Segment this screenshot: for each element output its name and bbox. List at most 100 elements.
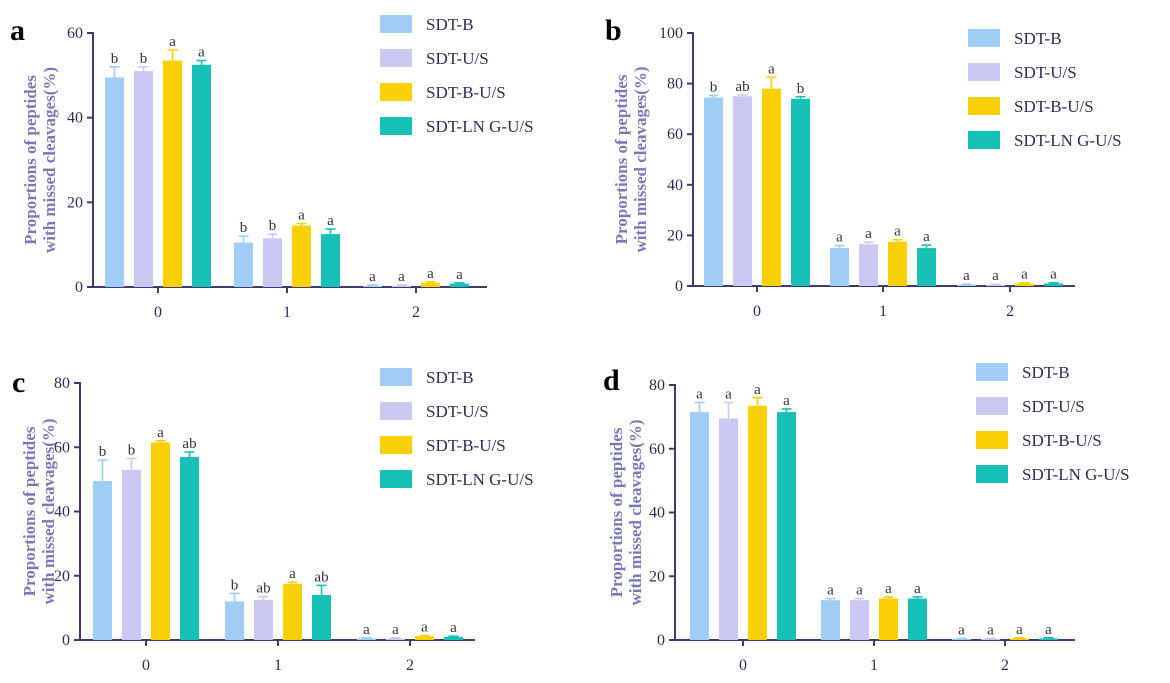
significance-letter: a	[1045, 622, 1052, 638]
significance-letter: b	[140, 51, 148, 67]
x-tick-label: 2	[1001, 657, 1009, 674]
y-tick-label: 40	[649, 505, 665, 522]
legend-label: SDT-B-U/S	[1014, 97, 1094, 116]
y-tick-label: 100	[659, 25, 683, 42]
y-tick-label: 0	[657, 632, 665, 649]
legend-swatch	[976, 465, 1008, 483]
x-tick-label: 1	[870, 657, 878, 674]
bar	[777, 412, 796, 640]
bar	[421, 282, 440, 287]
bar	[292, 225, 311, 287]
bar	[283, 583, 302, 640]
x-tick-label: 0	[142, 657, 150, 674]
legend-label: SDT-B	[1014, 29, 1062, 48]
significance-letter: b	[269, 218, 277, 234]
y-tick-label: 60	[649, 441, 665, 458]
legend: SDT-B SDT-U/S SDT-B-U/S SDT-LN G-U/S	[380, 15, 534, 136]
significance-letter: ab	[182, 436, 196, 452]
x-tick-label: 1	[283, 304, 291, 321]
significance-letter: a	[327, 213, 334, 229]
y-axis-label: Proportions of peptideswith missed cleav…	[20, 418, 58, 604]
y-axis-label-line-1: Proportions of peptides	[20, 426, 39, 596]
x-tick-label: 2	[412, 304, 420, 321]
bar	[952, 639, 971, 640]
significance-letter: a	[987, 622, 994, 638]
significance-letter: ab	[256, 581, 270, 597]
legend-label: SDT-U/S	[426, 402, 489, 421]
y-tick-label: 60	[54, 439, 70, 456]
legend-swatch	[380, 15, 412, 33]
legend: SDT-B SDT-U/S SDT-B-U/S SDT-LN G-U/S	[968, 29, 1122, 150]
y-axis-label-line-1: Proportions of peptides	[21, 75, 40, 245]
y-tick-label: 80	[667, 76, 683, 93]
significance-letter: b	[240, 220, 248, 236]
significance-letter: a	[369, 269, 376, 285]
y-tick-label: 0	[75, 279, 83, 296]
legend-swatch	[380, 117, 412, 135]
significance-letter: a	[923, 229, 930, 245]
legend: SDT-B SDT-U/S SDT-B-U/S SDT-LN G-U/S	[976, 363, 1130, 484]
bar	[263, 238, 282, 287]
legend-swatch	[968, 63, 1000, 81]
x-tick-label: 1	[274, 657, 282, 674]
legend-label: SDT-B	[426, 15, 474, 34]
bar	[392, 285, 411, 287]
significance-letter: a	[768, 61, 775, 77]
y-tick-label: 0	[62, 632, 70, 649]
panel-c: c Proportions of peptideswith missed clea…	[12, 366, 534, 674]
bar	[957, 284, 976, 286]
y-axis-label-line-2: with missed cleavages(%)	[40, 67, 59, 253]
bar	[986, 284, 1005, 286]
y-axis-label-line-2: with missed cleavages(%)	[39, 418, 58, 604]
significance-letter: b	[710, 79, 718, 95]
y-tick-label: 20	[667, 227, 683, 244]
legend-label: SDT-LN G-U/S	[1022, 465, 1130, 484]
bar	[415, 636, 434, 640]
y-tick-label: 40	[54, 504, 70, 521]
y-axis-label-line-2: with missed cleavages(%)	[626, 419, 645, 605]
bar	[312, 595, 331, 640]
significance-letter: a	[696, 387, 703, 403]
bar	[357, 638, 376, 640]
significance-letter: a	[754, 382, 761, 398]
bar	[134, 71, 153, 287]
y-tick-label: 60	[67, 25, 83, 42]
y-tick-label: 40	[667, 177, 683, 194]
panel-letter: c	[12, 366, 25, 399]
panel-letter: d	[603, 364, 620, 397]
legend-label: SDT-B	[426, 368, 474, 387]
bar	[821, 600, 840, 640]
bar	[791, 98, 810, 286]
bar	[1039, 638, 1058, 640]
legend-label: SDT-B-U/S	[426, 436, 506, 455]
significance-letter: a	[992, 268, 999, 284]
legend-swatch	[380, 436, 412, 454]
significance-letter: a	[1050, 267, 1057, 283]
bar	[690, 412, 709, 640]
bar	[234, 242, 253, 287]
bar	[450, 283, 469, 287]
y-tick-label: 80	[54, 375, 70, 392]
y-tick-label: 80	[649, 377, 665, 394]
x-tick-label: 0	[753, 303, 761, 320]
panel-letter: a	[10, 14, 25, 47]
significance-letter: a	[1021, 267, 1028, 283]
significance-letter: a	[836, 230, 843, 246]
panel-a: a Proportions of peptideswith missed clea…	[10, 14, 534, 321]
panel-letter: b	[605, 14, 622, 47]
significance-letter: a	[865, 226, 872, 242]
significance-letter: a	[894, 224, 901, 240]
significance-letter: b	[111, 51, 119, 67]
y-axis-label: Proportions of peptideswith missed cleav…	[21, 67, 59, 253]
significance-letter: a	[450, 620, 457, 636]
bar	[908, 598, 927, 640]
significance-letter: a	[456, 267, 463, 283]
legend-label: SDT-LN G-U/S	[426, 470, 534, 489]
bar	[888, 241, 907, 286]
legend-swatch	[976, 431, 1008, 449]
bar	[719, 418, 738, 640]
legend-swatch	[968, 131, 1000, 149]
legend-swatch	[976, 363, 1008, 381]
bar	[180, 456, 199, 640]
